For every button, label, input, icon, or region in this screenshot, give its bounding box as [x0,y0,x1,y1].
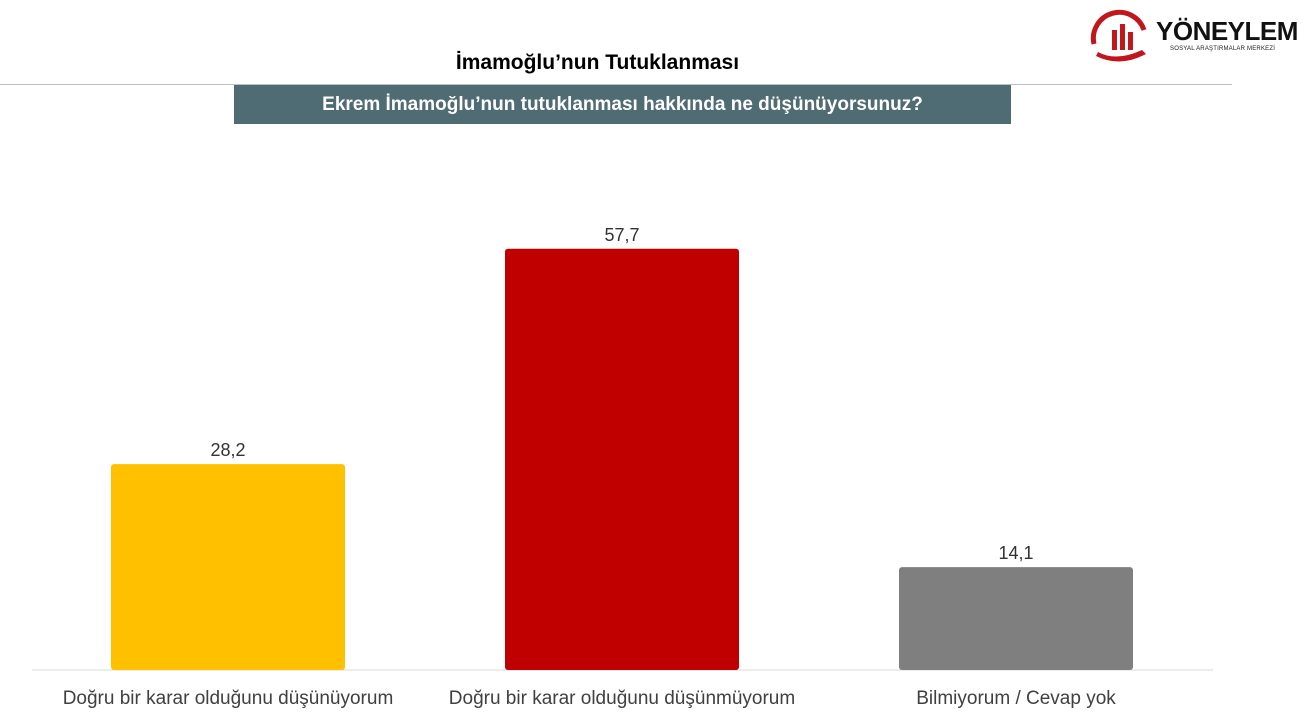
logo-wordmark: YÖNEYLEM [1156,16,1298,46]
bar-3 [899,567,1133,670]
value-label-1: 28,2 [210,440,245,460]
logo-mark-icon [1090,9,1147,62]
question-banner: Ekrem İmamoğlu’nun tutuklanması hakkında… [234,85,1011,124]
value-label-2: 57,7 [604,225,639,245]
bar-1 [111,464,345,670]
yoneylem-logo: YÖNEYLEM SOSYAL ARAŞTIRMALAR MERKEZİ [1086,8,1298,64]
value-label-3: 14,1 [998,543,1033,563]
category-label-2: Doğru bir karar olduğunu düşünmüyorum [449,688,795,709]
logo-subtitle: SOSYAL ARAŞTIRMALAR MERKEZİ [1170,46,1276,52]
category-label-3: Bilmiyorum / Cevap yok [916,688,1116,709]
page-title: İmamoğlu’nun Tutuklanması [455,51,740,74]
category-label-1: Doğru bir karar olduğunu düşünüyorum [63,688,394,709]
bar-2 [505,248,739,671]
header-divider [0,84,1232,85]
question-text: Ekrem İmamoğlu’nun tutuklanması hakkında… [322,93,923,115]
